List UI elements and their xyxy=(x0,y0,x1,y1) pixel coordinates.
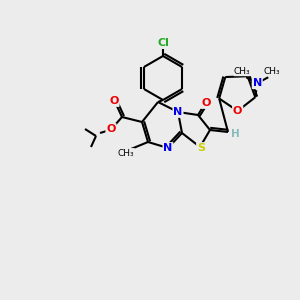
Text: N: N xyxy=(164,143,172,153)
Text: CH₃: CH₃ xyxy=(264,67,280,76)
Text: S: S xyxy=(197,143,205,153)
Text: N: N xyxy=(173,107,183,117)
Text: O: O xyxy=(106,124,116,134)
Text: O: O xyxy=(109,96,119,106)
Text: H: H xyxy=(231,129,239,139)
Text: Cl: Cl xyxy=(157,38,169,48)
Text: O: O xyxy=(233,106,242,116)
Text: CH₃: CH₃ xyxy=(234,67,250,76)
Text: O: O xyxy=(201,98,211,108)
Text: CH₃: CH₃ xyxy=(118,148,134,158)
Text: N: N xyxy=(253,78,262,88)
